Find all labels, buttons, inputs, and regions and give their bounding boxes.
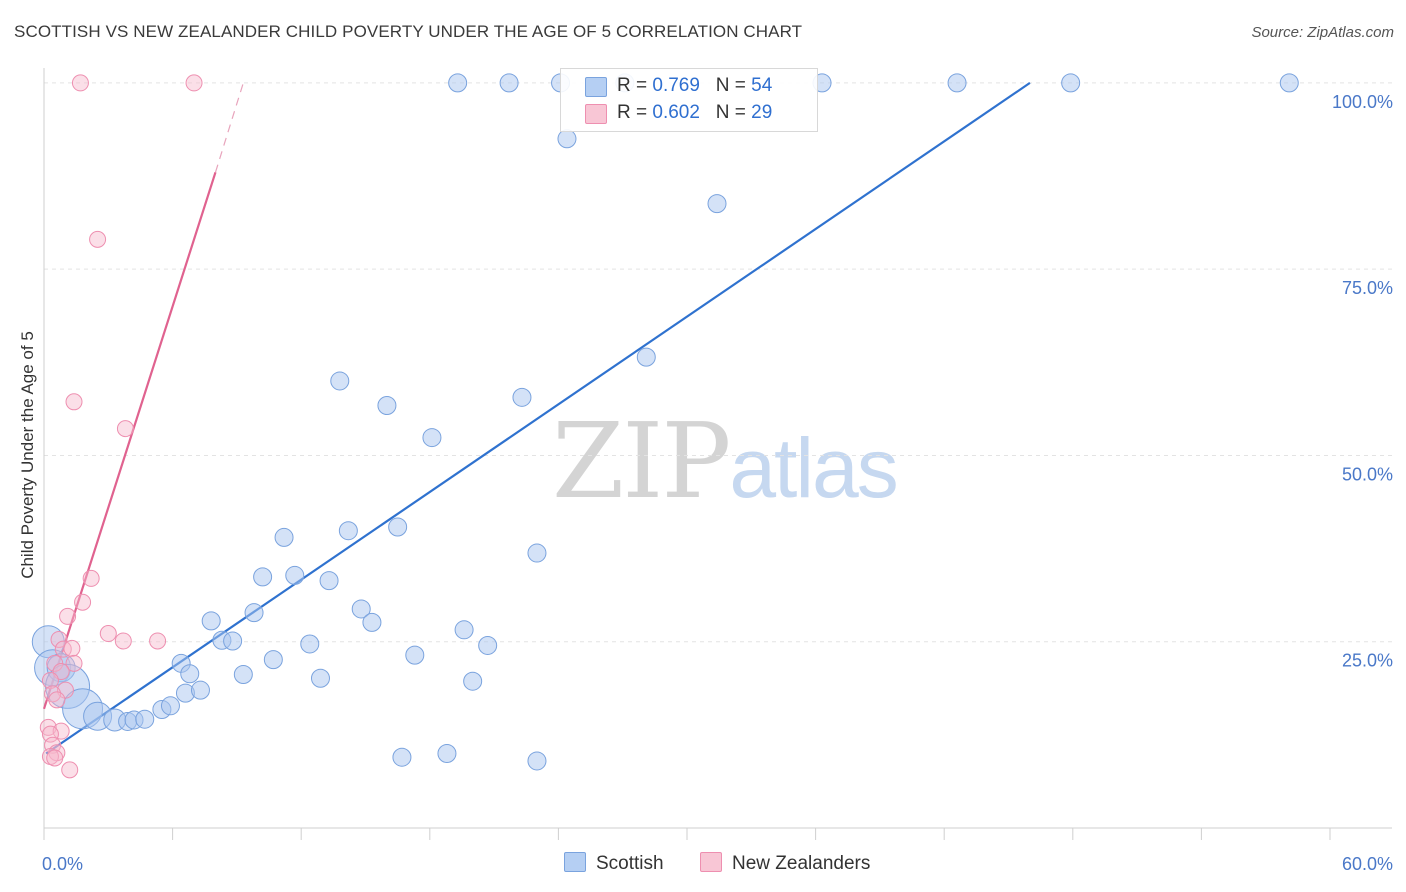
point-nz-21 <box>39 718 57 736</box>
tick-labels: 25.0% 50.0% 75.0% 100.0% 0.0% 60.0% <box>42 92 1393 874</box>
point-scottish-22 <box>263 650 283 670</box>
point-scottish-38 <box>448 73 468 93</box>
point-scottish-18 <box>223 631 243 651</box>
point-scottish-28 <box>330 371 350 391</box>
bottom-legend-scottish: Scottish <box>564 852 664 875</box>
point-scottish-9 <box>135 709 155 729</box>
y-tick-label-0: 25.0% <box>1342 651 1393 671</box>
point-nz-18 <box>56 681 74 699</box>
point-nz-12 <box>54 640 72 658</box>
point-scottish-27 <box>319 571 339 591</box>
point-nz-13 <box>63 639 81 657</box>
data-points <box>31 73 1299 779</box>
point-nz-23 <box>41 725 59 743</box>
point-nz-3 <box>65 393 83 411</box>
point-scottish-44 <box>527 751 547 771</box>
source-label: Source: ZipAtlas.com <box>1251 24 1394 41</box>
legend-text-nz: R = 0.602 N = 29 <box>617 102 773 123</box>
point-scottish-49 <box>636 347 656 367</box>
point-scottish-41 <box>478 635 498 655</box>
point-nz-1 <box>185 74 203 92</box>
point-scottish-25 <box>300 634 320 654</box>
legend-n-nz: 29 <box>751 102 773 123</box>
y-tick-label-2: 75.0% <box>1342 278 1393 298</box>
point-scottish-50 <box>707 194 727 214</box>
point-scottish-11 <box>160 696 180 716</box>
chart-title: SCOTTISH VS NEW ZEALANDER CHILD POVERTY … <box>14 22 803 41</box>
gridlines <box>44 82 1392 643</box>
point-scottish-37 <box>437 743 457 763</box>
point-scottish-45 <box>527 543 547 563</box>
point-scottish-19 <box>233 665 253 685</box>
point-scottish-31 <box>362 612 382 632</box>
point-scottish-33 <box>388 517 408 537</box>
point-scottish-35 <box>405 645 425 665</box>
point-nz-19 <box>44 685 62 703</box>
point-nz-22 <box>52 722 70 740</box>
watermark-atlas: atlas <box>729 421 898 515</box>
point-scottish-47 <box>557 129 577 149</box>
point-scottish-34 <box>392 747 412 767</box>
point-nz-0 <box>71 74 89 92</box>
point-nz-15 <box>65 654 83 672</box>
trend-lines <box>42 81 1031 755</box>
watermark: ZIPatlas <box>552 400 899 522</box>
point-scottish-43 <box>512 387 532 407</box>
point-scottish-32 <box>377 396 397 416</box>
legend-text-scottish: R = 0.769 N = 54 <box>617 75 773 96</box>
bottom-legend-label-scottish: Scottish <box>596 853 664 874</box>
point-scottish-16 <box>201 611 221 631</box>
point-nz-11 <box>50 630 68 648</box>
point-nz-28 <box>61 761 79 779</box>
point-nz-4 <box>116 420 134 438</box>
point-scottish-52 <box>947 73 967 93</box>
trend-line-nz-extension <box>214 82 244 173</box>
bottom-legend-swatch-nz <box>700 852 722 872</box>
x-tick-label-0: 0.0% <box>42 854 83 874</box>
point-scottish-30 <box>351 599 371 619</box>
legend-r-scottish: 0.769 <box>652 75 700 96</box>
legend-swatch-nz <box>585 104 607 124</box>
legend-swatch-scottish <box>585 77 607 97</box>
point-scottish-21 <box>253 567 273 587</box>
point-scottish-42 <box>499 73 519 93</box>
point-scottish-53 <box>1061 73 1081 93</box>
legend: R = 0.769 N = 54 R = 0.602 N = 29 <box>560 68 818 132</box>
watermark-zip: ZIP <box>552 400 731 522</box>
bottom-legend-nz: New Zealanders <box>700 852 870 875</box>
bottom-legend-swatch-scottish <box>564 852 586 872</box>
point-nz-6 <box>74 593 92 611</box>
axes <box>43 68 1392 840</box>
point-scottish-20 <box>244 603 264 623</box>
trend-line-nz <box>42 171 217 710</box>
point-nz-20 <box>48 691 66 709</box>
point-nz-8 <box>99 625 117 643</box>
y-tick-label-1: 50.0% <box>1342 464 1393 484</box>
point-nz-2 <box>89 230 107 248</box>
x-tick-label-1: 60.0% <box>1342 854 1393 874</box>
point-scottish-40 <box>463 671 483 691</box>
point-scottish-54 <box>1279 73 1299 93</box>
point-scottish-24 <box>285 565 305 585</box>
y-tick-label-3: 100.0% <box>1332 92 1393 112</box>
point-scottish-23 <box>274 527 294 547</box>
trend-line-scottish <box>45 81 1031 755</box>
point-nz-27 <box>46 749 64 767</box>
legend-n-scottish: 54 <box>751 75 773 96</box>
point-scottish-26 <box>310 668 330 688</box>
bottom-legend-label-nz: New Zealanders <box>732 853 871 874</box>
point-scottish-39 <box>454 620 474 640</box>
point-scottish-14 <box>180 664 200 684</box>
point-nz-17 <box>41 671 59 689</box>
point-nz-5 <box>82 569 100 587</box>
point-scottish-15 <box>190 680 210 700</box>
point-nz-7 <box>59 607 77 625</box>
point-scottish-36 <box>422 428 442 448</box>
point-scottish-29 <box>338 521 358 541</box>
point-nz-10 <box>149 632 167 650</box>
point-nz-9 <box>114 632 132 650</box>
legend-r-nz: 0.602 <box>652 102 700 123</box>
